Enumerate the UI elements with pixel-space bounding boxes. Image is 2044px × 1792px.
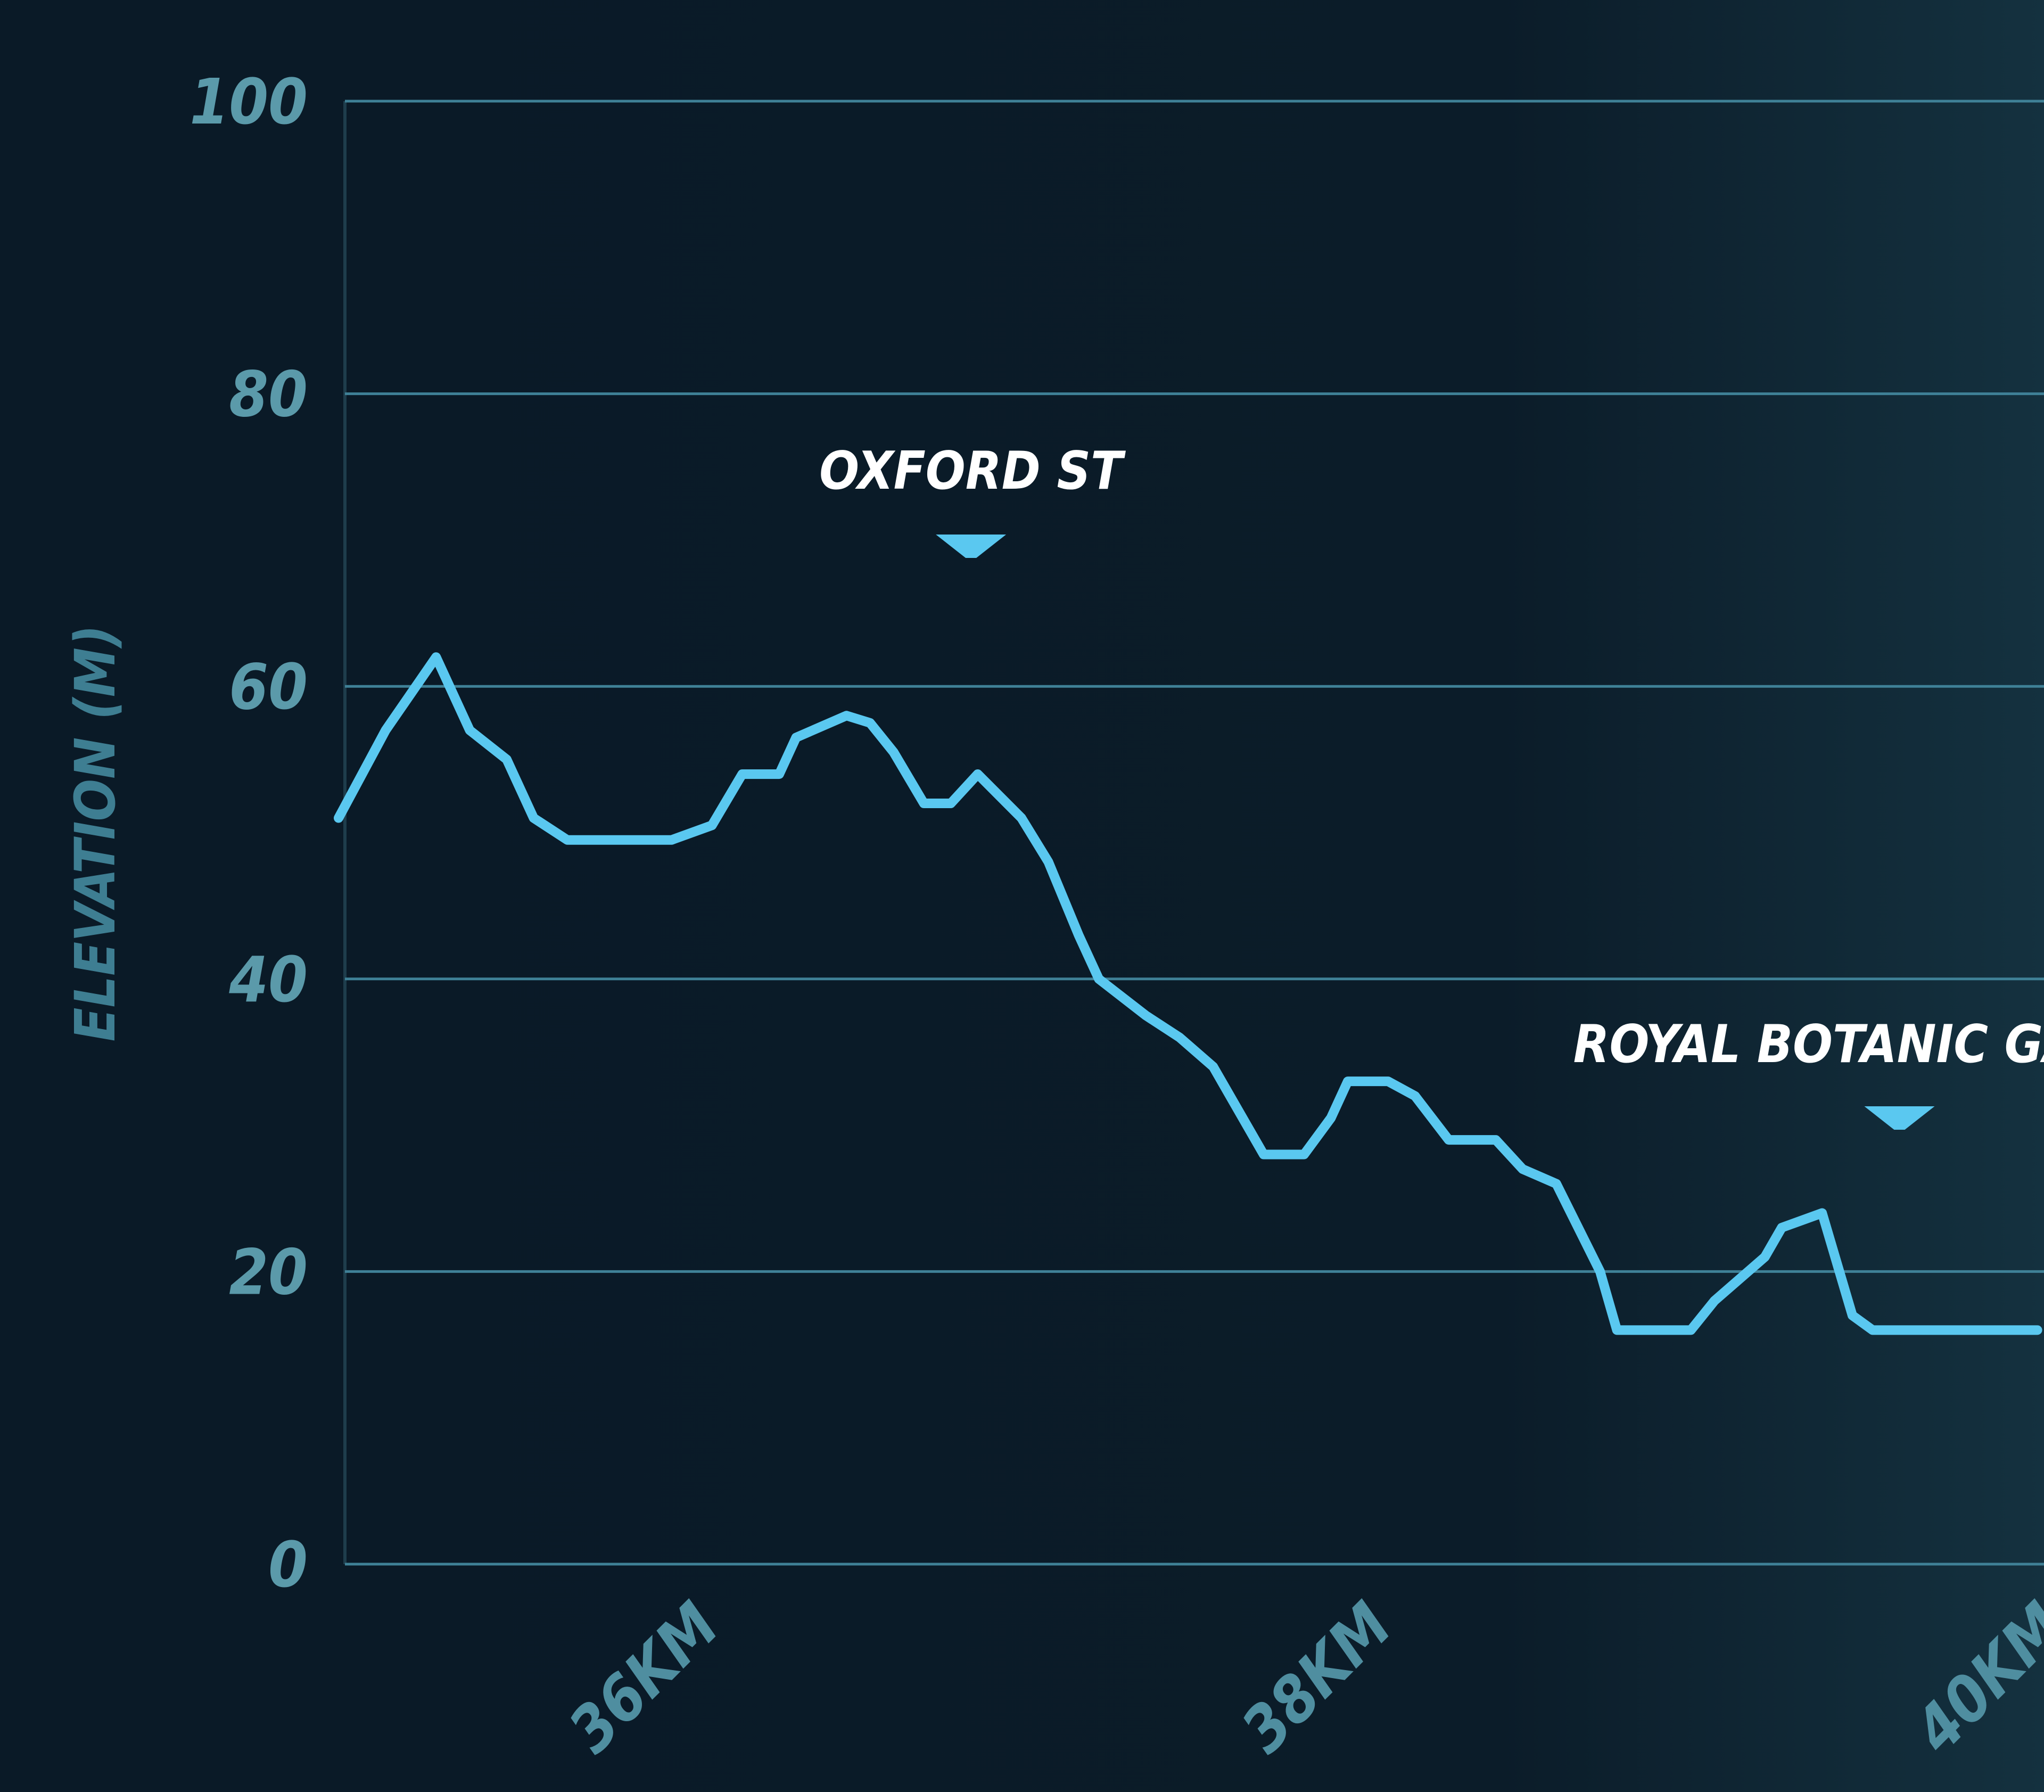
- annotation-label: ROYAL BOTANIC GARDEN: [1573, 1014, 2044, 1075]
- y-tick-label: 40: [228, 943, 308, 1016]
- y-tick-label: 0: [268, 1528, 308, 1601]
- annotation-marker: [936, 535, 1007, 558]
- y-tick-label: 80: [229, 358, 308, 431]
- annotation-marker: [1864, 1106, 1935, 1130]
- gridlines: [345, 100, 2044, 1566]
- y-tick-label: 100: [189, 65, 308, 138]
- series-group: [334, 652, 2042, 1335]
- y-axis-label: ELEVATION (M): [63, 625, 128, 1042]
- plot-background: [343, 0, 2044, 1792]
- elevation-line: [334, 652, 2042, 1335]
- y-tick-label: 60: [229, 650, 308, 724]
- annotations: OXFORD ST ROYAL BOTANIC GARDEN: [819, 441, 2044, 1130]
- y-tick-labels: 0 20 40 60 80 100: [189, 65, 308, 1601]
- y-tick-label: 20: [229, 1235, 308, 1309]
- annotation-label: OXFORD ST: [819, 441, 1126, 502]
